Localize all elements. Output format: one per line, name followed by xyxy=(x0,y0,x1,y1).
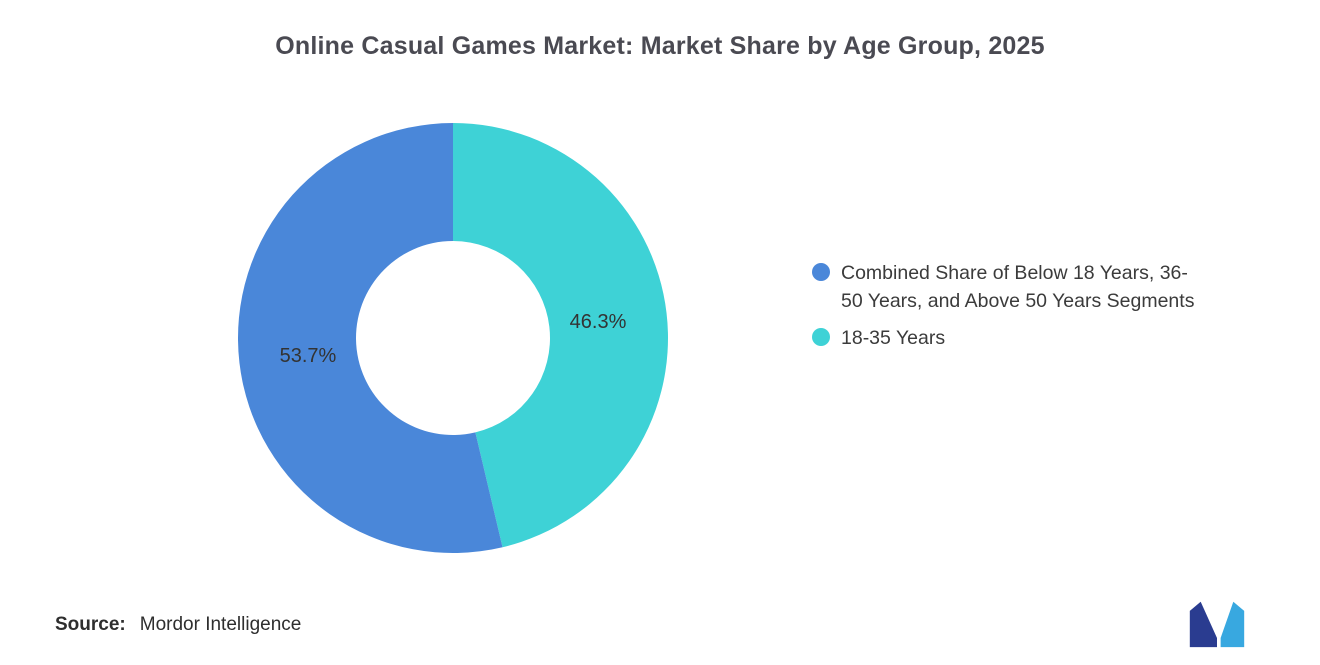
slice-percentage-label: 46.3% xyxy=(570,311,627,333)
legend-item-18-35-years[interactable]: 18-35 Years xyxy=(812,324,1199,352)
legend-swatch-blue xyxy=(812,263,830,281)
legend-label-combined-segments: Combined Share of Below 18 Years, 36-50 … xyxy=(841,262,1195,312)
slice-percentage-label: 53.7% xyxy=(280,345,337,367)
logo-right-shape xyxy=(1220,601,1245,648)
source-prefix: Source: xyxy=(55,614,126,635)
source-text: Mordor Intelligence xyxy=(139,614,302,635)
legend-item-combined-segments[interactable]: Combined Share of Below 18 Years, 36-50 … xyxy=(812,259,1199,315)
legend: Combined Share of Below 18 Years, 36-50 … xyxy=(812,259,1199,352)
donut-slice-0[interactable] xyxy=(238,123,503,553)
mordor-intelligence-logo xyxy=(1189,601,1245,648)
legend-swatch-teal xyxy=(812,328,830,346)
source-line: Source: Mordor Intelligence xyxy=(55,614,301,636)
donut-svg: 46.3% 53.7% xyxy=(238,123,669,553)
donut-slice-1[interactable] xyxy=(453,123,669,548)
donut-chart: 46.3% 53.7% xyxy=(238,123,669,553)
logo-left-shape xyxy=(1189,601,1217,648)
chart-title: Online Casual Games Market: Market Share… xyxy=(275,32,1045,60)
legend-label-18-35-years: 18-35 Years xyxy=(841,327,946,349)
